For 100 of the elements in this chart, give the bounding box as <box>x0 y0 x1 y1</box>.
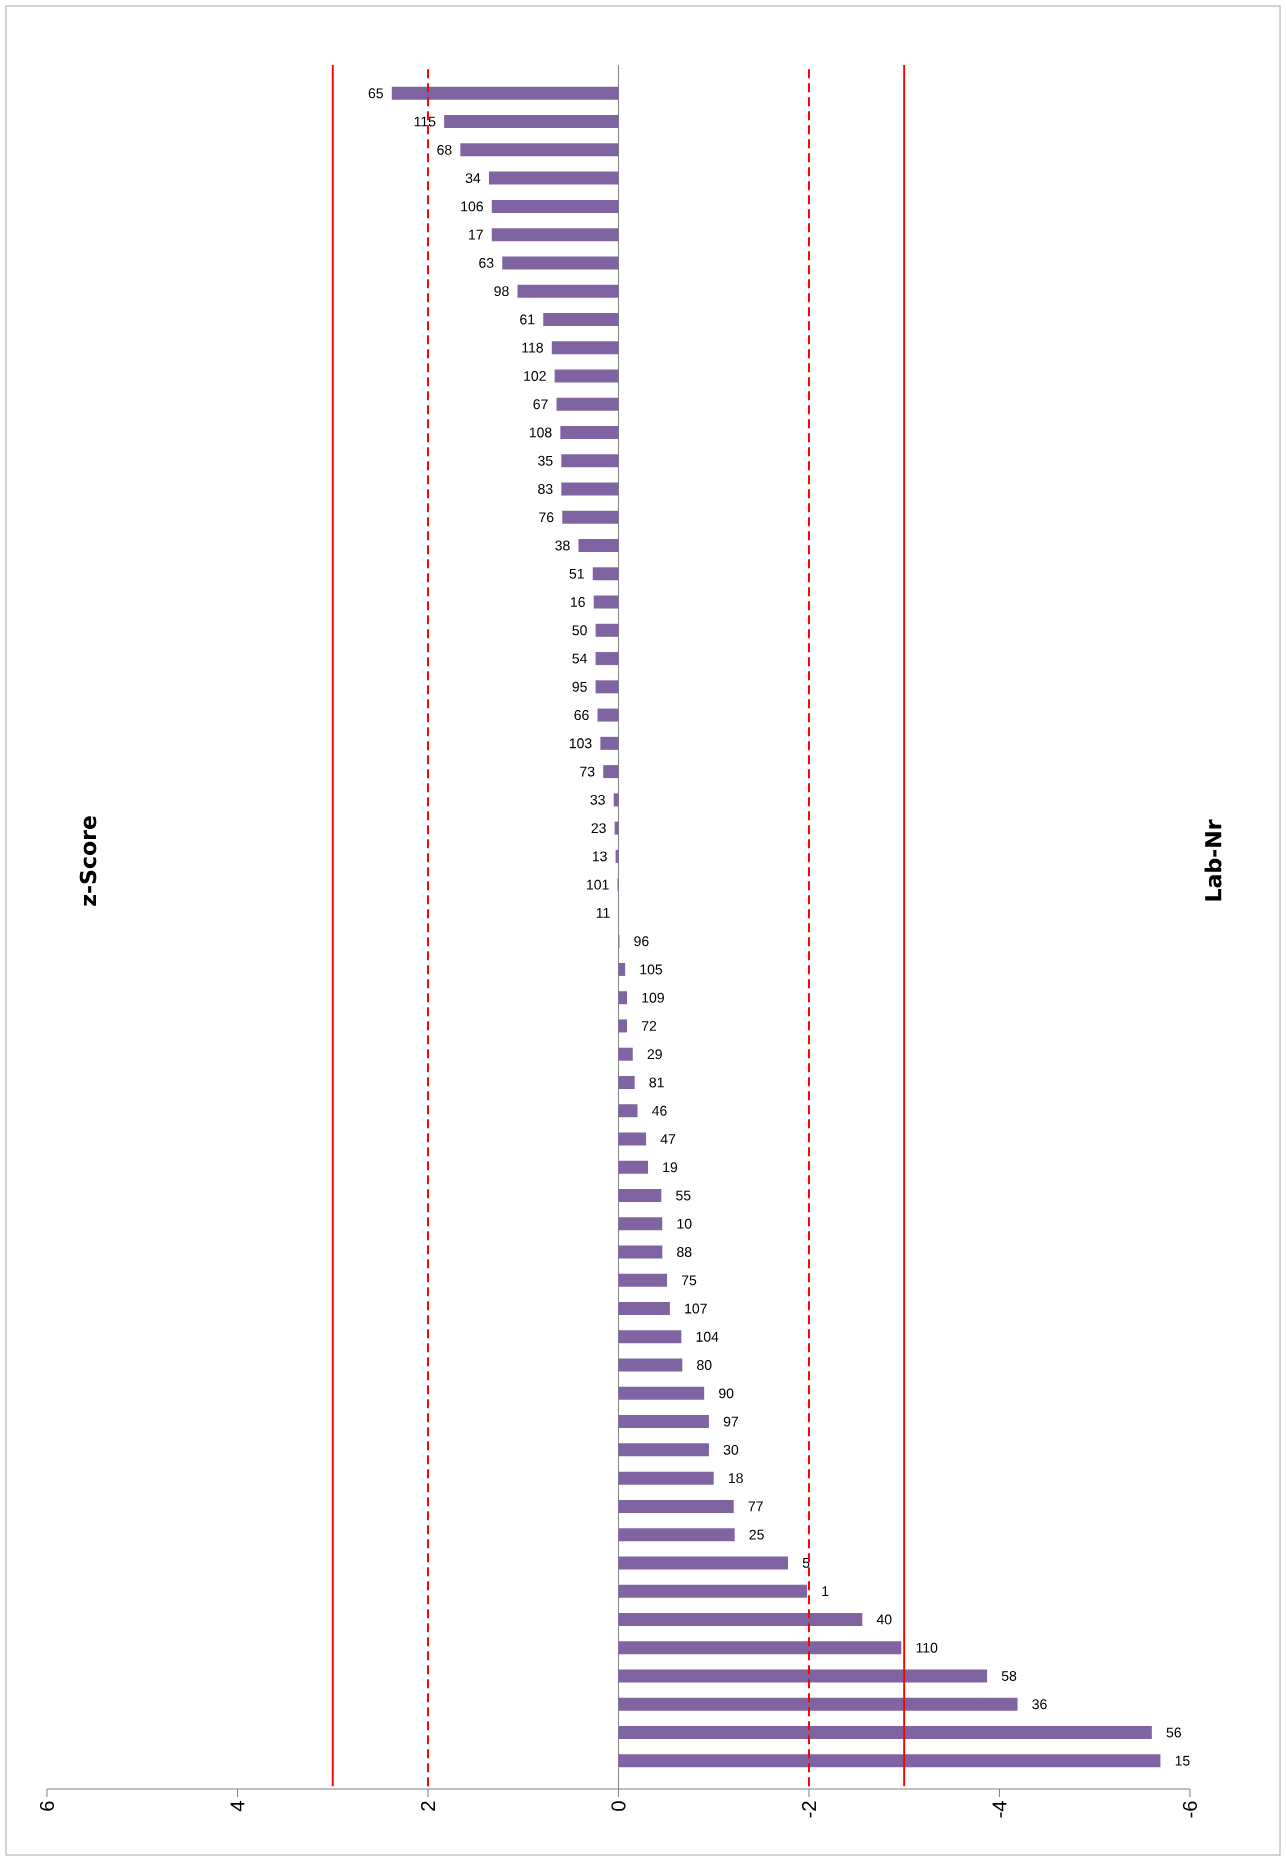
bar <box>618 1669 988 1683</box>
y-tick-label: 16 <box>570 597 585 607</box>
bar <box>595 680 619 694</box>
y-tick-label: 118 <box>522 342 543 353</box>
bar <box>543 312 619 326</box>
bar <box>618 1358 683 1372</box>
y-tick-label: 101 <box>587 879 609 890</box>
bar <box>618 1499 734 1513</box>
y-tick-label: 98 <box>494 286 509 297</box>
bar <box>600 736 619 750</box>
y-tick-label: 76 <box>539 512 554 523</box>
y-tick-label: 110 <box>916 1642 938 1653</box>
y-tick-label: 103 <box>569 738 592 749</box>
y-tick-label: 30 <box>723 1444 739 1455</box>
bar <box>597 708 619 722</box>
y-axis-title: z-Score <box>79 816 97 906</box>
y-tick-label: 97 <box>723 1416 739 1427</box>
bar <box>560 425 619 439</box>
y-tick-label: 102 <box>524 370 546 381</box>
bar <box>561 454 619 468</box>
bar <box>618 1330 682 1344</box>
bar <box>491 228 619 242</box>
y-tick-label: 15 <box>1175 1755 1190 1766</box>
y-tick-label: 33 <box>590 794 605 805</box>
y-tick-label: 90 <box>719 1388 734 1399</box>
bar <box>618 1415 709 1429</box>
bar <box>502 256 619 270</box>
bar <box>618 1528 735 1542</box>
y2-axis-title: Lab-Nr <box>1204 819 1222 901</box>
bar <box>618 1132 647 1146</box>
bar <box>618 1217 663 1231</box>
y-tick-label: 63 <box>479 257 494 268</box>
bar <box>618 1612 863 1626</box>
y-tick-label: 55 <box>676 1190 691 1201</box>
bar <box>618 1047 633 1061</box>
bar <box>618 1471 714 1485</box>
bar <box>618 1754 1161 1768</box>
y-tick-label: 104 <box>696 1331 719 1342</box>
x-tick-label: 4 <box>230 1801 245 1812</box>
bar <box>554 369 619 383</box>
y-tick-label: 13 <box>592 851 607 862</box>
bar <box>517 284 619 298</box>
y-tick-label: 35 <box>538 455 553 466</box>
bar <box>618 1302 670 1316</box>
bar <box>603 765 619 779</box>
bar <box>592 567 619 581</box>
bar <box>618 1386 705 1400</box>
y-tick-label: 106 <box>461 201 483 212</box>
y-tick-label: 80 <box>697 1360 712 1371</box>
y-tick-label: 115 <box>414 116 436 127</box>
bar <box>618 1160 648 1174</box>
bar <box>618 1443 709 1457</box>
y-tick-label: 46 <box>652 1105 667 1116</box>
bar <box>460 143 619 157</box>
y-tick-label: 5 <box>802 1558 810 1568</box>
y-tick-label: 10 <box>677 1218 692 1229</box>
x-tick-label: -6 <box>1182 1801 1198 1818</box>
bar <box>618 1584 808 1598</box>
y-tick-label: 17 <box>469 229 483 240</box>
x-tick-label: -4 <box>992 1801 1007 1818</box>
y-tick-label: 40 <box>876 1614 892 1625</box>
y-tick-label: 109 <box>642 992 664 1003</box>
y-tick-label: 51 <box>569 568 584 579</box>
bar <box>618 1725 1152 1739</box>
bar <box>618 962 626 976</box>
bar <box>618 1245 663 1259</box>
y-tick-label: 95 <box>572 681 587 692</box>
y-tick-label: 73 <box>580 766 595 777</box>
y-tick-label: 65 <box>368 88 383 99</box>
y-tick-label: 72 <box>641 1021 657 1031</box>
bar <box>618 1697 1018 1711</box>
y-tick-label: 25 <box>749 1529 764 1540</box>
y-tick-label: 67 <box>533 399 548 410</box>
y-tick-label: 36 <box>1032 1699 1047 1710</box>
bar <box>618 991 628 1005</box>
bar <box>561 482 619 496</box>
y-tick-label: 88 <box>677 1247 692 1257</box>
bar <box>578 539 619 553</box>
y-tick-label: 81 <box>649 1077 664 1088</box>
x-tick-label: -2 <box>801 1801 816 1818</box>
y-tick-label: 56 <box>1166 1727 1181 1738</box>
y-tick-label: 107 <box>685 1303 707 1314</box>
bar <box>556 397 619 411</box>
bar <box>595 623 619 637</box>
y-tick-label: 96 <box>634 936 649 947</box>
x-tick-label: 0 <box>611 1801 626 1811</box>
bar <box>618 1641 902 1655</box>
y-tick-label: 34 <box>465 173 481 184</box>
y-tick-label: 47 <box>660 1134 676 1144</box>
y-tick-label: 18 <box>728 1473 743 1484</box>
bar <box>444 115 619 129</box>
y-tick-label: 61 <box>520 314 535 325</box>
bar <box>562 510 619 524</box>
y-tick-label: 19 <box>663 1162 678 1173</box>
y-tick-label: 11 <box>596 908 610 918</box>
y-tick-label: 23 <box>591 823 606 834</box>
bar <box>618 1104 638 1118</box>
bar <box>618 1556 788 1570</box>
x-tick-label: 6 <box>39 1801 55 1811</box>
y-tick-label: 50 <box>572 625 587 636</box>
